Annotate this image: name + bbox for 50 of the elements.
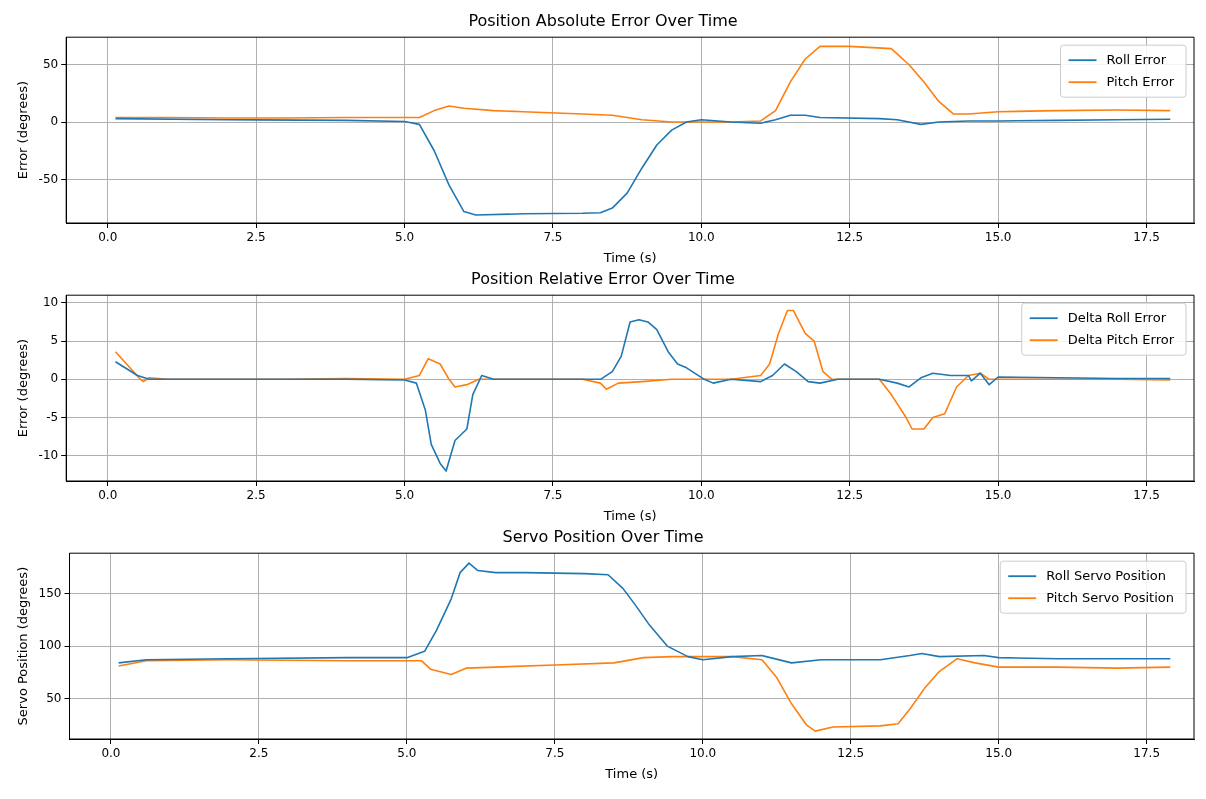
x-tick-label: 10.0 xyxy=(689,746,717,761)
chart-title: Position Absolute Error Over Time xyxy=(468,10,738,30)
y-tick-label: 0 xyxy=(50,371,59,386)
legend-label: Roll Error xyxy=(1106,51,1167,67)
x-tick-label: 0.0 xyxy=(98,230,118,245)
y-axis-title: Error (degrees) xyxy=(15,80,31,180)
x-tick-label: 2.5 xyxy=(246,488,266,503)
legend-label: Pitch Error xyxy=(1106,73,1175,89)
x-tick-label: 5.0 xyxy=(394,230,415,245)
y-axis-title: Error (degrees) xyxy=(15,338,31,438)
x-tick-label: 10.0 xyxy=(687,488,715,503)
x-tick-label: 2.5 xyxy=(249,746,269,761)
x-tick-label: 12.5 xyxy=(837,746,865,761)
y-tick-label: 5 xyxy=(50,333,59,348)
x-tick-label: 0.0 xyxy=(101,746,121,761)
y-tick-label: 50 xyxy=(42,56,59,71)
x-tick-label: 5.0 xyxy=(397,746,417,761)
chart-title: Servo Position Over Time xyxy=(502,526,704,546)
x-tick-label: 2.5 xyxy=(246,230,266,245)
x-tick-label: 5.0 xyxy=(394,488,415,503)
y-tick-label: -5 xyxy=(46,409,59,424)
x-axis-title: Time (s) xyxy=(602,507,657,523)
x-tick-label: 15.0 xyxy=(985,746,1013,761)
x-axis-title: Time (s) xyxy=(604,765,659,781)
y-tick-label: 150 xyxy=(38,585,62,600)
x-tick-label: 10.0 xyxy=(687,230,715,245)
y-tick-label: -10 xyxy=(38,447,59,462)
y-tick-label: 10 xyxy=(42,294,59,309)
x-axis-title: Time (s) xyxy=(602,249,657,265)
y-tick-label: 100 xyxy=(38,638,62,653)
x-tick-label: 7.5 xyxy=(543,230,563,245)
x-tick-label: 12.5 xyxy=(836,488,864,503)
y-tick-label: -50 xyxy=(38,171,59,186)
x-tick-label: 17.5 xyxy=(1133,746,1161,761)
chart-title: Position Relative Error Over Time xyxy=(471,268,735,288)
x-tick-label: 17.5 xyxy=(1133,488,1160,503)
legend-label: Delta Pitch Error xyxy=(1067,331,1175,347)
x-tick-label: 0.0 xyxy=(98,488,118,503)
x-tick-label: 15.0 xyxy=(984,230,1012,245)
legend-label: Pitch Servo Position xyxy=(1046,589,1175,605)
legend-label: Roll Servo Position xyxy=(1046,567,1166,583)
legend-label: Delta Roll Error xyxy=(1067,309,1167,325)
x-tick-label: 7.5 xyxy=(545,746,565,761)
x-tick-label: 17.5 xyxy=(1133,230,1160,245)
x-tick-label: 15.0 xyxy=(984,488,1012,503)
x-tick-label: 7.5 xyxy=(543,488,563,503)
y-tick-label: 0 xyxy=(50,114,59,129)
y-axis-title: Servo Position (degrees) xyxy=(15,566,31,726)
x-tick-label: 12.5 xyxy=(836,230,864,245)
y-tick-label: 50 xyxy=(46,690,62,705)
